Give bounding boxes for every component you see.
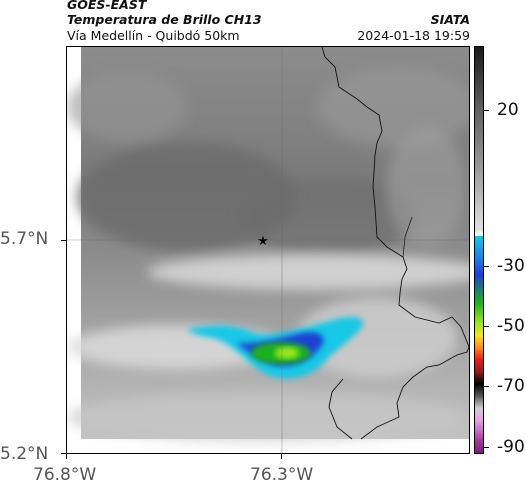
colorbar-tick: [484, 386, 489, 387]
region-subtitle: Vía Medellín - Quibdó 50km: [67, 28, 240, 43]
lon-label: 76.8°W: [33, 465, 97, 485]
colorbar-label: -90: [497, 437, 525, 457]
lat-label: 5.7°N: [0, 229, 49, 249]
colorbar-label: -50: [497, 316, 525, 336]
lat-tick: [61, 453, 66, 454]
colorbar-label: -70: [497, 376, 525, 396]
lon-label: 76.3°W: [250, 465, 314, 485]
timestamp-label: 2024-01-18 19:59: [357, 28, 470, 43]
lon-tick: [281, 454, 282, 459]
colorbar: [474, 46, 484, 454]
satellite-image: ★: [67, 47, 469, 453]
colorbar-tick: [484, 326, 489, 327]
satellite-title: GOES-EAST: [67, 0, 147, 12]
lat-tick: [61, 240, 66, 241]
lat-label: 5.2°N: [0, 444, 49, 464]
map-panel[interactable]: ★: [66, 46, 470, 454]
colorbar-label: 20: [497, 100, 519, 120]
agency-label: SIATA: [430, 12, 470, 27]
lon-tick: [66, 454, 67, 459]
colorbar-tick: [484, 266, 489, 267]
product-title: Temperatura de Brillo CH13: [67, 12, 262, 27]
colorbar-tick: [484, 447, 489, 448]
star-icon: ★: [257, 234, 269, 249]
colorbar-label: -30: [497, 256, 525, 276]
colorbar-tick: [484, 110, 489, 111]
